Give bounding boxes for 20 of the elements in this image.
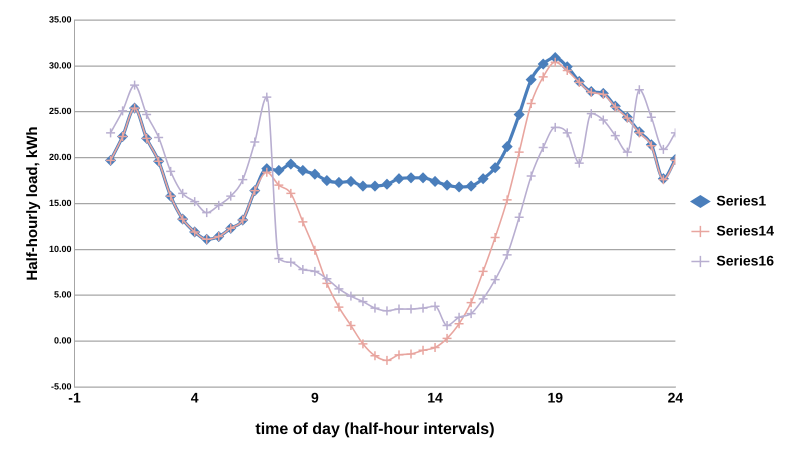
y-tick-label: 35.00 [48, 14, 72, 24]
legend-label: Series16 [716, 252, 774, 268]
x-tick-label: 4 [190, 389, 199, 406]
y-tick-label: 25.00 [48, 106, 72, 116]
x-tick-label: 24 [668, 389, 684, 406]
x-tick-label: 19 [547, 389, 564, 406]
y-tick-label: 20.00 [48, 152, 72, 162]
x-tick-label: 14 [427, 389, 444, 406]
x-tick-label: 9 [310, 389, 319, 406]
y-tick-label: 0.00 [54, 336, 72, 346]
legend-label: Series14 [716, 222, 774, 238]
y-tick-label: 10.00 [48, 244, 72, 254]
y-tick-label: 30.00 [48, 60, 72, 70]
y-axis-title: Half-hourly load, kWh [24, 126, 42, 281]
x-tick-label: -1 [68, 389, 81, 406]
x-axis-title: time of day (half-hour intervals) [255, 420, 495, 438]
legend-label: Series1 [716, 192, 766, 208]
y-tick-label: 5.00 [54, 290, 72, 300]
y-tick-label: -5.00 [51, 381, 72, 392]
y-tick-label: 15.00 [48, 198, 72, 208]
